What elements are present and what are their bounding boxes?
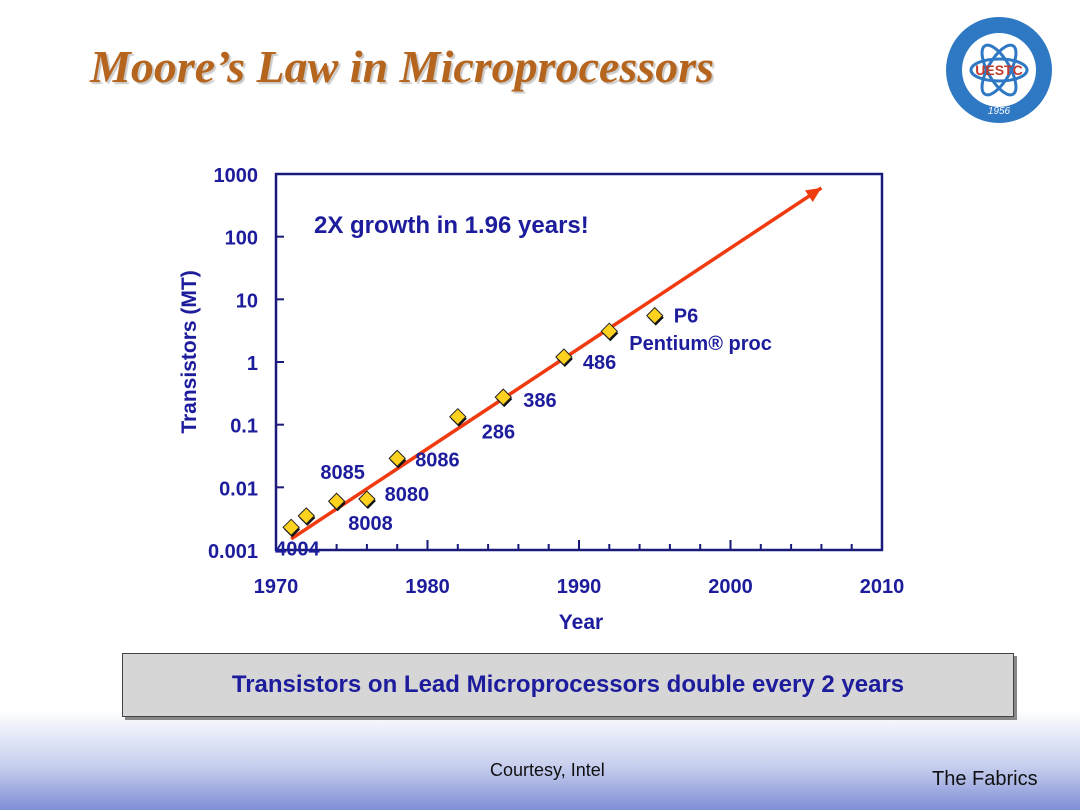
data-point: Pentium® proc [600, 322, 772, 355]
data-point-label: 8080 [385, 484, 430, 506]
y-axis-ticks: 0.001 0.01 0.1 1 10 100 1000 [208, 165, 284, 563]
data-point-label: 286 [482, 422, 515, 444]
callout-text: Transistors on Lead Microprocessors doub… [231, 671, 905, 698]
x-axis-ticks: 1970 1980 1990 2000 2010 [254, 540, 905, 598]
data-point-label: Pentium® proc [629, 333, 772, 355]
data-points: 4004 8008 8080 8085 8086 286 386 486 Pentium® pr… [275, 306, 772, 561]
x-tick-label: 1990 [557, 576, 602, 598]
data-point-marker [449, 407, 467, 426]
data-point: 486 [555, 348, 616, 374]
data-point-label: 8008 [348, 513, 393, 535]
plot-area [274, 172, 884, 552]
y-tick-label: 100 [225, 228, 258, 250]
y-axis-label: Transistors (MT) [178, 270, 201, 433]
trend-line-segment [290, 186, 823, 541]
y-tick-label: 10 [236, 290, 258, 312]
data-point-label: P6 [674, 306, 698, 328]
y-tick-label: 1 [247, 353, 258, 375]
data-point: 8080 [327, 484, 430, 512]
y-tick-label: 0.001 [208, 541, 258, 563]
data-point-marker [282, 518, 300, 537]
data-point-label: 8086 [415, 449, 460, 471]
data-point: 4004 [275, 518, 321, 560]
slide-title: Moore’s Law in Microprocessors [90, 41, 715, 92]
courtesy-text: Courtesy, Intel [490, 760, 605, 780]
data-point-marker [297, 507, 316, 525]
university-logo: UESTC 1956 [946, 17, 1052, 123]
trend-arrowhead [805, 187, 822, 203]
growth-annotation: 2X growth in 1.96 years! [314, 212, 589, 239]
y-tick-label: 0.1 [230, 416, 258, 438]
data-point: 8086 [388, 449, 460, 471]
data-point-label: 386 [523, 390, 556, 412]
data-point: P6 [646, 306, 698, 328]
data-point-marker [327, 492, 346, 510]
data-point-marker [555, 348, 573, 366]
logo-year: 1956 [988, 106, 1011, 117]
data-point-marker [388, 449, 406, 468]
y-tick-label: 0.01 [219, 478, 258, 500]
moores-law-chart: 0.001 0.01 0.1 1 10 100 1000 1970 1980 1990 2000 2… [178, 165, 905, 634]
footer-right-text: The Fabrics [932, 768, 1038, 790]
data-point: 386 [494, 388, 557, 412]
data-point-label: 486 [583, 352, 616, 374]
data-point: 286 [449, 407, 515, 444]
data-point-label: 8085 [320, 462, 365, 484]
x-tick-label: 1980 [405, 576, 450, 598]
footer-gradient-band [0, 710, 1080, 810]
trend-line [290, 186, 823, 541]
y-tick-label: 1000 [214, 165, 259, 187]
data-point: 8008 [297, 507, 393, 535]
logo-text: UESTC [975, 62, 1022, 78]
x-tick-label: 2000 [708, 576, 753, 598]
data-point-marker [600, 322, 619, 340]
x-tick-label: 2010 [860, 576, 905, 598]
callout-box: Transistors on Lead Microprocessors doub… [122, 653, 1014, 717]
data-point-marker [358, 490, 376, 508]
data-point: 8085 [320, 462, 376, 510]
x-tick-label: 1970 [254, 576, 299, 598]
data-point-label: 4004 [275, 538, 320, 560]
data-point-marker [646, 306, 664, 325]
x-axis-label: Year [559, 611, 603, 634]
data-point-marker [494, 388, 512, 406]
